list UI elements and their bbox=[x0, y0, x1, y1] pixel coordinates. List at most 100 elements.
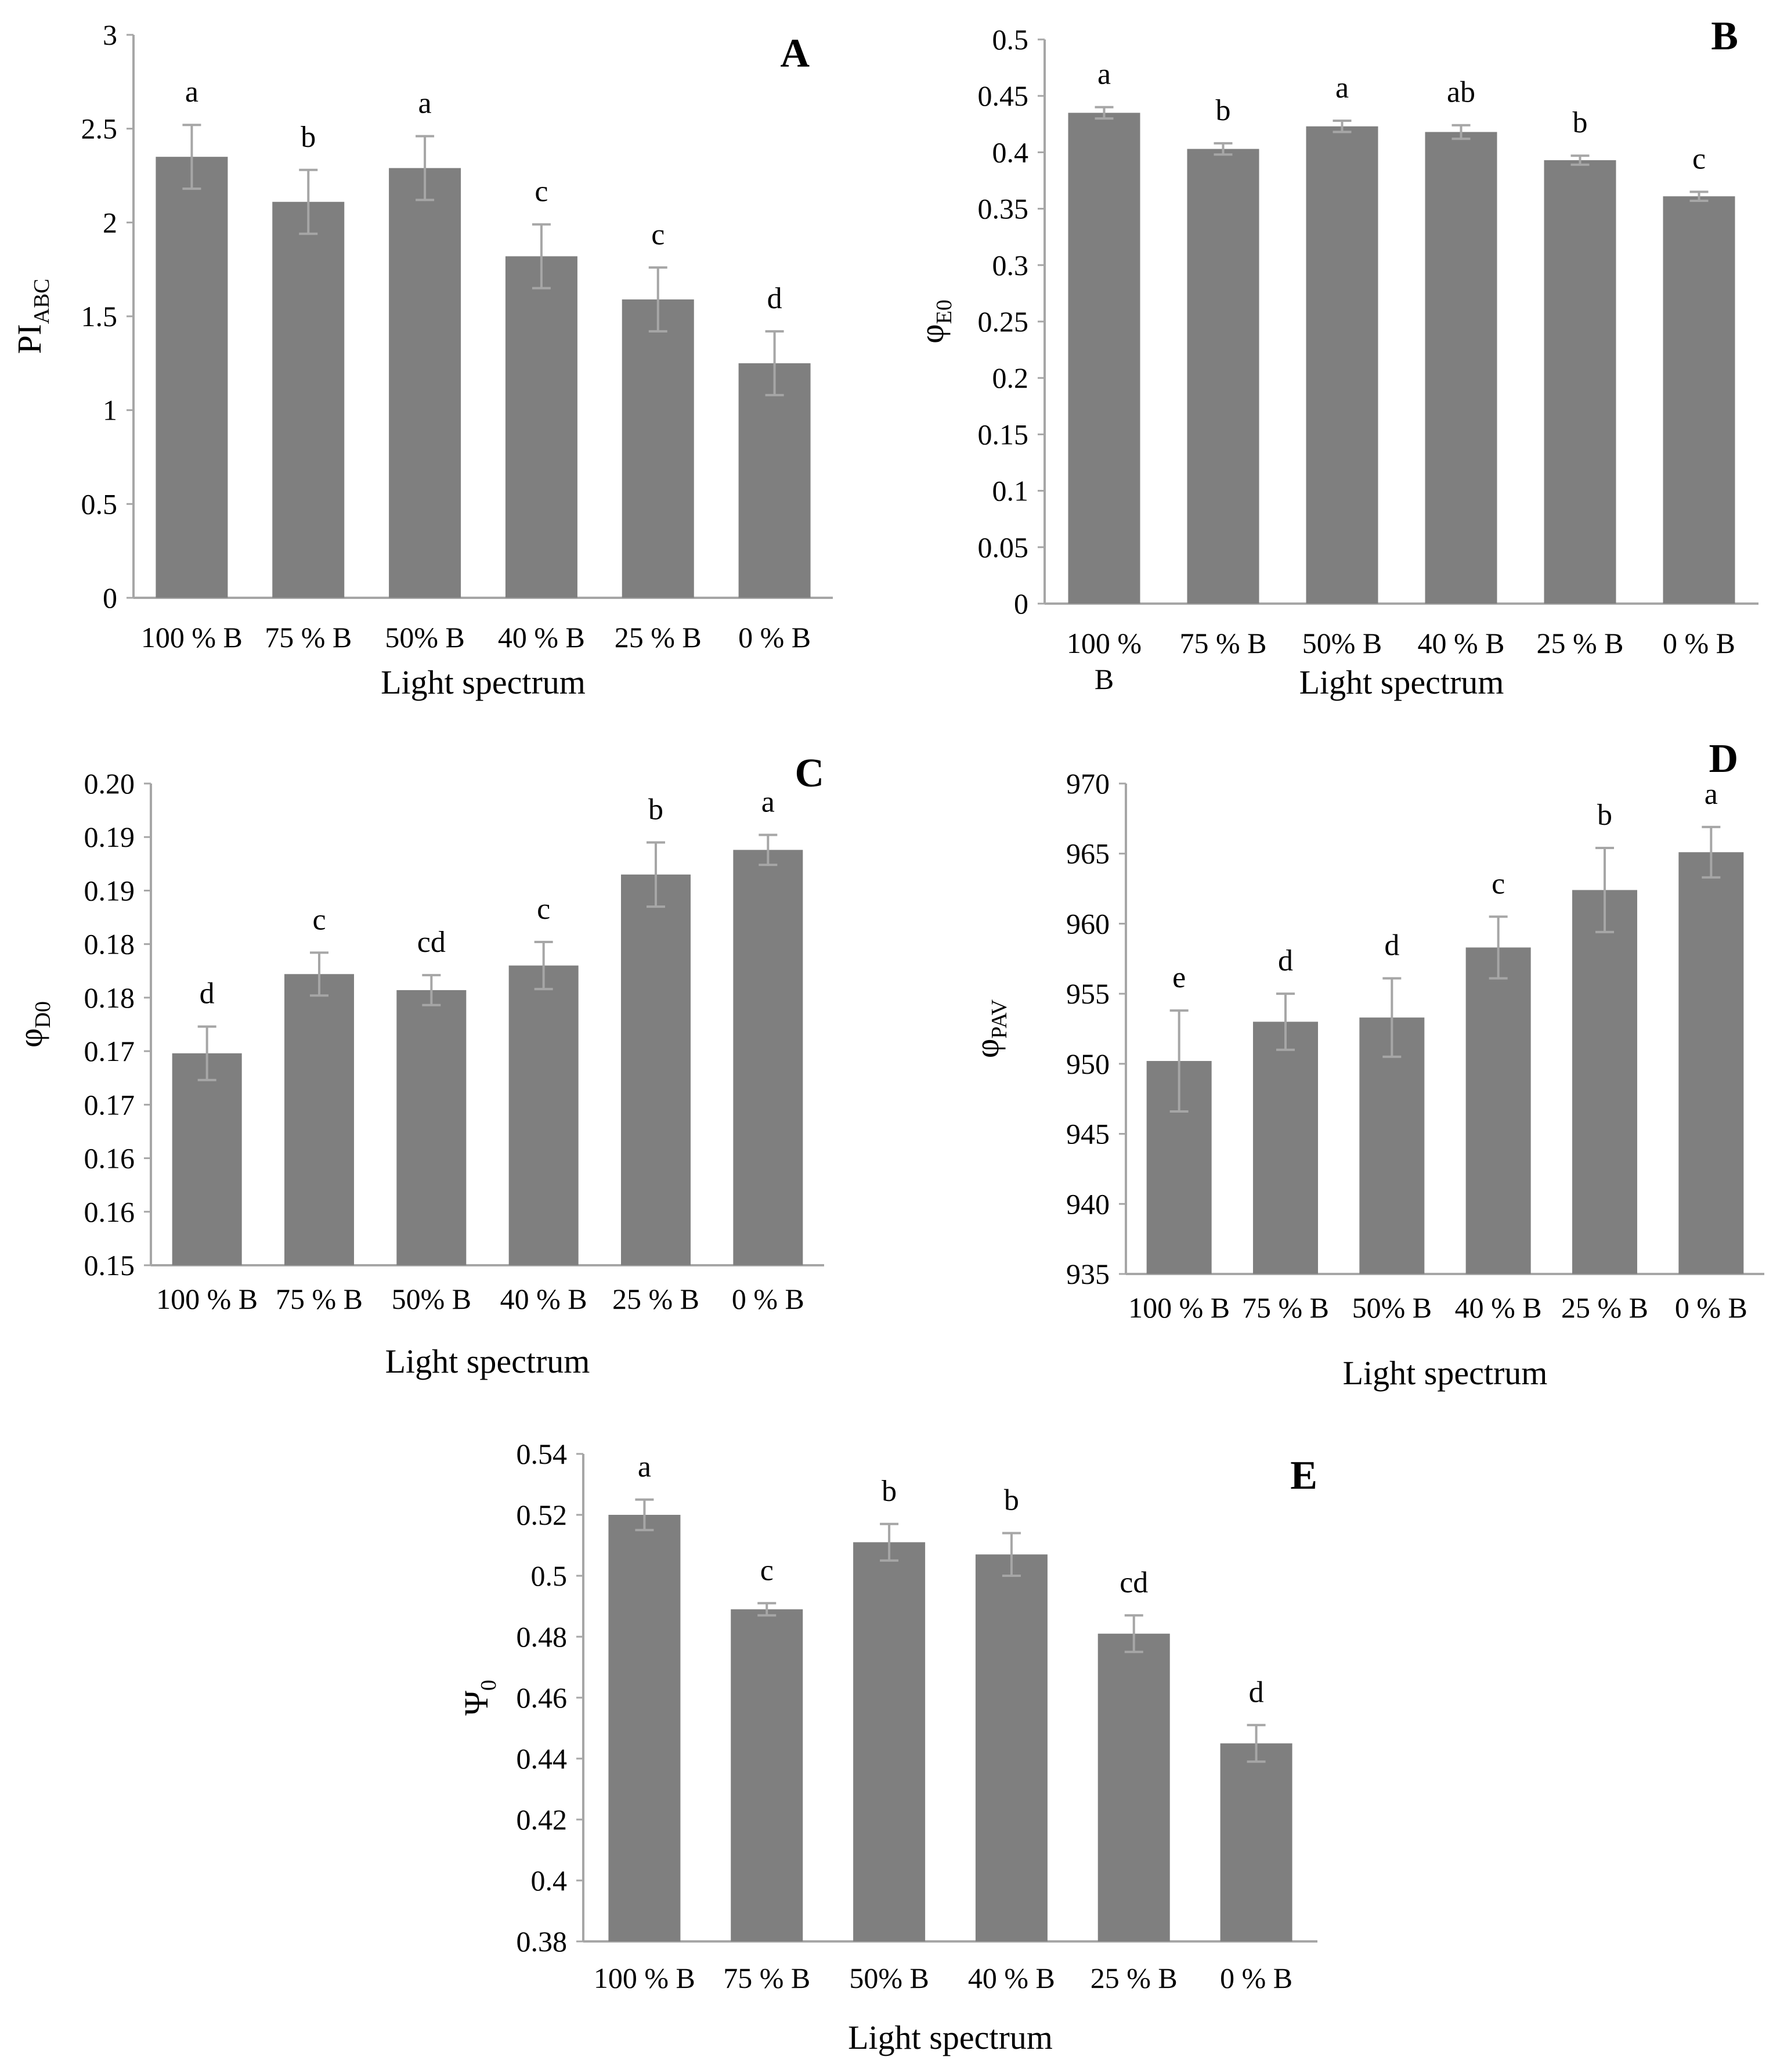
y-tick-label: 0.05 bbox=[978, 531, 1029, 564]
y-tick-label: 0.1 bbox=[992, 475, 1029, 507]
y-tick-label: 965 bbox=[1066, 838, 1110, 870]
panel-label: E bbox=[1290, 1453, 1317, 1498]
y-axis-title-subscript: PAV bbox=[987, 999, 1012, 1038]
chart-panel-b: 0 0.05 0.1 0.15 0.2 0.25 0.3 0.35 0.4 0.45 0.5 a 100… bbox=[913, 14, 1758, 701]
y-tick-label: 0 bbox=[1014, 587, 1028, 620]
significance-letter: d bbox=[200, 977, 215, 1010]
x-tick-label: 50% B bbox=[392, 1283, 472, 1315]
chart-panel-e: 0.38 0.4 0.42 0.44 0.46 0.48 0.5 0.52 0.54 a 100 %… bbox=[457, 1438, 1317, 2056]
significance-letter: cd bbox=[1120, 1566, 1148, 1599]
y-tick-label: 0.46 bbox=[517, 1681, 568, 1714]
y-axis-title-main: φ bbox=[12, 1028, 49, 1047]
y-tick-label: 0.19 bbox=[84, 821, 135, 853]
x-axis-title: Light spectrum bbox=[1343, 1354, 1548, 1392]
x-tick-label: 75 % B bbox=[1242, 1291, 1329, 1324]
x-tick-label: 100 % B bbox=[1128, 1291, 1230, 1324]
x-tick-label: 75 % B bbox=[265, 621, 352, 654]
y-axis-title-main: PI bbox=[10, 324, 48, 354]
significance-letter: c bbox=[1492, 867, 1505, 900]
x-tick-label: 75 % B bbox=[276, 1283, 363, 1315]
y-tick-label: 0.3 bbox=[992, 249, 1029, 281]
x-tick-label: 25 % B bbox=[1537, 627, 1624, 659]
chart-panel-d: 935 940 945 950 955 960 965 970 e 100 % B d 75 % B d… bbox=[968, 737, 1764, 1392]
chart-panel-c: 0.15 0.16 0.16 0.17 0.17 0.18 0.18 0.19 0.19 0.20… bbox=[12, 751, 824, 1380]
significance-letter: cd bbox=[417, 926, 446, 959]
significance-letter: a bbox=[761, 786, 775, 819]
x-tick-label: 50% B bbox=[1302, 627, 1382, 659]
y-axis-title-subscript: D0 bbox=[31, 1001, 55, 1028]
y-axis-title: PIABC bbox=[10, 279, 54, 354]
significance-letter: b bbox=[882, 1475, 897, 1508]
y-tick-label: 0.5 bbox=[531, 1560, 568, 1592]
bar bbox=[621, 874, 691, 1265]
significance-letter: b bbox=[1597, 799, 1612, 832]
x-tick-label: 0 % B bbox=[1663, 627, 1735, 659]
y-tick-label: 0.5 bbox=[992, 23, 1029, 56]
significance-letter: c bbox=[312, 903, 326, 936]
x-tick-label: 50% B bbox=[849, 1962, 929, 1994]
bar bbox=[1678, 852, 1744, 1274]
bar bbox=[1465, 947, 1531, 1274]
y-tick-label: 1 bbox=[103, 394, 117, 427]
panel-label: B bbox=[1711, 14, 1738, 59]
y-tick-label: 0.54 bbox=[517, 1438, 568, 1470]
x-tick-label: 25 % B bbox=[615, 621, 702, 654]
x-tick-label: 25 % B bbox=[1561, 1291, 1648, 1324]
y-axis-title-main: Ψ bbox=[457, 1691, 495, 1716]
bar bbox=[731, 1609, 803, 1941]
significance-letter: c bbox=[1692, 142, 1706, 175]
bar bbox=[505, 256, 577, 598]
bar bbox=[1187, 149, 1259, 604]
significance-letter: b bbox=[1216, 94, 1231, 127]
significance-letter: a bbox=[418, 87, 432, 120]
x-tick-label: 75 % B bbox=[1180, 627, 1267, 659]
x-tick-label: 25 % B bbox=[612, 1283, 699, 1315]
x-tick-label: 100 % B bbox=[141, 621, 243, 654]
y-tick-label: 2 bbox=[103, 206, 117, 239]
y-tick-label: 970 bbox=[1066, 767, 1110, 800]
bar bbox=[1663, 196, 1735, 604]
y-tick-label: 1.5 bbox=[81, 300, 118, 333]
x-tick-label: 0 % B bbox=[732, 1283, 804, 1315]
bar bbox=[608, 1515, 681, 1941]
y-tick-label: 0.25 bbox=[978, 305, 1029, 338]
bar bbox=[1097, 1633, 1170, 1941]
significance-letter: a bbox=[638, 1450, 651, 1483]
y-tick-label: 0.48 bbox=[517, 1620, 568, 1653]
y-tick-label: 0.20 bbox=[84, 767, 135, 800]
x-axis-title: Light spectrum bbox=[381, 663, 586, 701]
bar bbox=[1220, 1743, 1292, 1941]
y-tick-label: 0.17 bbox=[84, 1088, 135, 1121]
x-axis-title: Light spectrum bbox=[385, 1342, 590, 1380]
y-tick-label: 950 bbox=[1066, 1048, 1110, 1080]
bar bbox=[1253, 1021, 1318, 1274]
bar bbox=[508, 965, 579, 1265]
y-tick-label: 0.18 bbox=[84, 981, 135, 1014]
x-tick-label: 100 % B bbox=[594, 1962, 695, 1994]
significance-letter: a bbox=[1335, 71, 1349, 104]
y-tick-label: 945 bbox=[1066, 1118, 1110, 1150]
significance-letter: b bbox=[1573, 106, 1588, 139]
panel-label: A bbox=[780, 31, 810, 76]
y-tick-label: 0.15 bbox=[978, 418, 1029, 450]
x-tick-label: 100 % B bbox=[1067, 627, 1142, 695]
y-axis-title: Ψ0 bbox=[457, 1680, 501, 1716]
y-axis-title: φPAV bbox=[968, 999, 1012, 1058]
x-tick-label: 40 % B bbox=[1455, 1291, 1542, 1324]
y-tick-label: 0.5 bbox=[81, 488, 118, 520]
y-tick-label: 0.52 bbox=[517, 1499, 568, 1531]
x-tick-label: 0 % B bbox=[738, 621, 811, 654]
y-axis-title-subscript: E0 bbox=[932, 299, 956, 324]
y-tick-label: 0.38 bbox=[517, 1925, 568, 1958]
y-tick-label: 0.44 bbox=[517, 1742, 568, 1775]
y-tick-label: 0.2 bbox=[992, 362, 1029, 394]
y-tick-label: 935 bbox=[1066, 1258, 1110, 1290]
y-tick-label: 0.35 bbox=[978, 193, 1029, 225]
bar bbox=[396, 990, 467, 1265]
bar bbox=[1359, 1017, 1425, 1274]
x-tick-label: 40 % B bbox=[1418, 627, 1505, 659]
significance-letter: c bbox=[760, 1554, 774, 1587]
significance-letter: c bbox=[651, 218, 665, 251]
bar bbox=[733, 850, 803, 1265]
y-axis-title-subscript: ABC bbox=[30, 279, 54, 324]
